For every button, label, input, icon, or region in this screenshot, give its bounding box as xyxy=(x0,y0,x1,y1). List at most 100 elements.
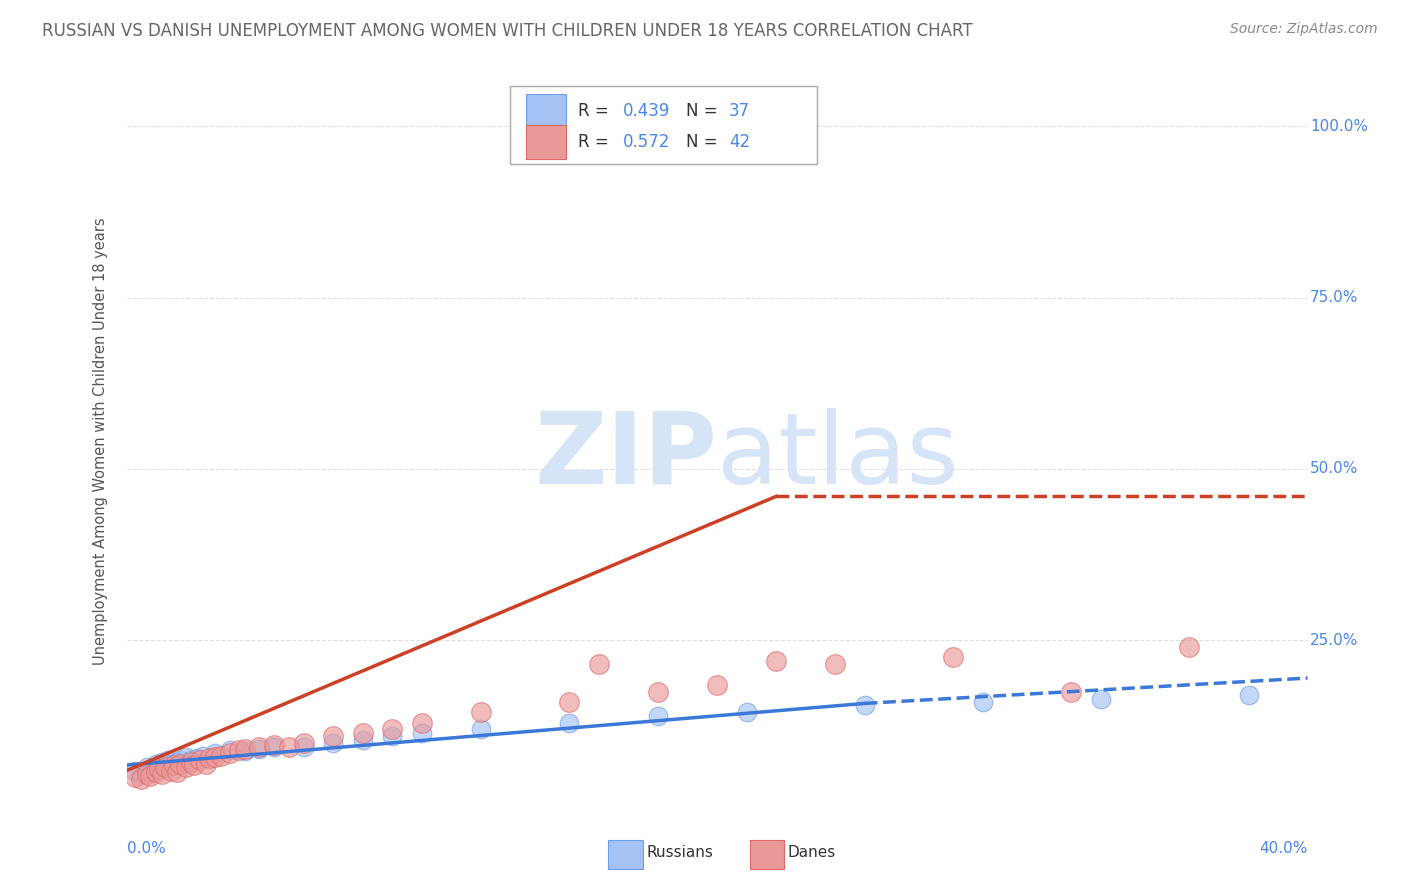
Point xyxy=(765,654,787,668)
Text: R =: R = xyxy=(578,133,613,151)
Point xyxy=(647,685,669,699)
Point xyxy=(139,764,162,779)
Point xyxy=(209,748,232,763)
Point xyxy=(139,769,162,783)
Point xyxy=(470,723,492,737)
Point xyxy=(942,650,965,665)
Point xyxy=(204,747,226,761)
Point xyxy=(163,758,186,772)
Point xyxy=(124,771,146,785)
Text: atlas: atlas xyxy=(717,408,959,505)
Point xyxy=(169,756,191,771)
Point xyxy=(411,726,433,740)
Point xyxy=(1060,685,1083,699)
Text: 25.0%: 25.0% xyxy=(1310,632,1358,648)
Point xyxy=(136,760,159,774)
Text: N =: N = xyxy=(686,133,723,151)
Point xyxy=(188,753,212,767)
Y-axis label: Unemployment Among Women with Children Under 18 years: Unemployment Among Women with Children U… xyxy=(93,218,108,665)
Point xyxy=(198,751,221,765)
Text: 100.0%: 100.0% xyxy=(1310,119,1368,134)
Text: Russians: Russians xyxy=(647,845,713,860)
Point xyxy=(195,756,218,771)
Point xyxy=(292,739,315,754)
Point xyxy=(145,764,167,779)
Point xyxy=(322,729,344,743)
Text: 42: 42 xyxy=(728,133,749,151)
Point xyxy=(1237,688,1260,702)
Text: R =: R = xyxy=(578,102,613,120)
Point xyxy=(124,764,146,778)
Point xyxy=(352,732,374,747)
Point xyxy=(263,738,285,752)
Text: RUSSIAN VS DANISH UNEMPLOYMENT AMONG WOMEN WITH CHILDREN UNDER 18 YEARS CORRELAT: RUSSIAN VS DANISH UNEMPLOYMENT AMONG WOM… xyxy=(42,22,973,40)
Point xyxy=(292,736,315,750)
Text: ZIP: ZIP xyxy=(534,408,717,505)
Point xyxy=(204,750,226,764)
Point xyxy=(228,743,250,757)
Point xyxy=(183,758,205,772)
Point xyxy=(136,767,159,781)
FancyBboxPatch shape xyxy=(510,87,817,164)
Point xyxy=(470,706,492,720)
Point xyxy=(352,726,374,740)
Point xyxy=(156,753,179,767)
Point xyxy=(129,767,153,781)
Point xyxy=(219,743,242,757)
Point xyxy=(381,723,404,737)
Point xyxy=(174,750,197,764)
Text: 37: 37 xyxy=(728,102,749,120)
Point xyxy=(153,760,176,774)
Point xyxy=(150,767,173,781)
Point xyxy=(972,695,994,709)
Point xyxy=(249,739,271,754)
FancyBboxPatch shape xyxy=(526,125,565,159)
Point xyxy=(148,762,170,776)
Point xyxy=(278,739,301,754)
Point xyxy=(193,748,215,763)
Point xyxy=(853,698,876,713)
Point xyxy=(172,756,194,771)
Point xyxy=(142,762,165,776)
Point xyxy=(166,756,188,770)
Text: 0.572: 0.572 xyxy=(623,133,669,151)
Point xyxy=(735,706,758,720)
Point xyxy=(588,657,610,672)
Point xyxy=(160,764,183,778)
Text: Source: ZipAtlas.com: Source: ZipAtlas.com xyxy=(1230,22,1378,37)
Point xyxy=(148,758,170,772)
Point xyxy=(233,744,256,758)
Point xyxy=(381,729,404,743)
Text: N =: N = xyxy=(686,102,723,120)
Point xyxy=(322,736,344,750)
Point xyxy=(174,760,197,774)
Point xyxy=(129,772,153,786)
Point xyxy=(153,760,176,774)
Point xyxy=(706,678,728,692)
Text: Danes: Danes xyxy=(787,845,837,860)
Point xyxy=(166,764,188,779)
FancyBboxPatch shape xyxy=(609,840,643,869)
FancyBboxPatch shape xyxy=(526,94,565,128)
Text: 75.0%: 75.0% xyxy=(1310,290,1358,305)
Point xyxy=(249,741,271,756)
Text: 0.0%: 0.0% xyxy=(127,841,166,856)
Point xyxy=(186,751,208,765)
Point xyxy=(647,708,669,723)
Point xyxy=(233,741,256,756)
Point xyxy=(145,756,167,771)
Point xyxy=(411,715,433,730)
Point xyxy=(180,756,202,770)
Point xyxy=(180,753,202,767)
Point xyxy=(1090,691,1112,706)
Text: 50.0%: 50.0% xyxy=(1310,461,1358,476)
Point xyxy=(219,747,242,761)
Text: 0.439: 0.439 xyxy=(623,102,669,120)
Point xyxy=(169,753,191,767)
Point xyxy=(558,715,581,730)
Point xyxy=(1178,640,1201,655)
Point xyxy=(160,756,183,771)
FancyBboxPatch shape xyxy=(751,840,785,869)
Text: 40.0%: 40.0% xyxy=(1260,841,1308,856)
Point xyxy=(558,695,581,709)
